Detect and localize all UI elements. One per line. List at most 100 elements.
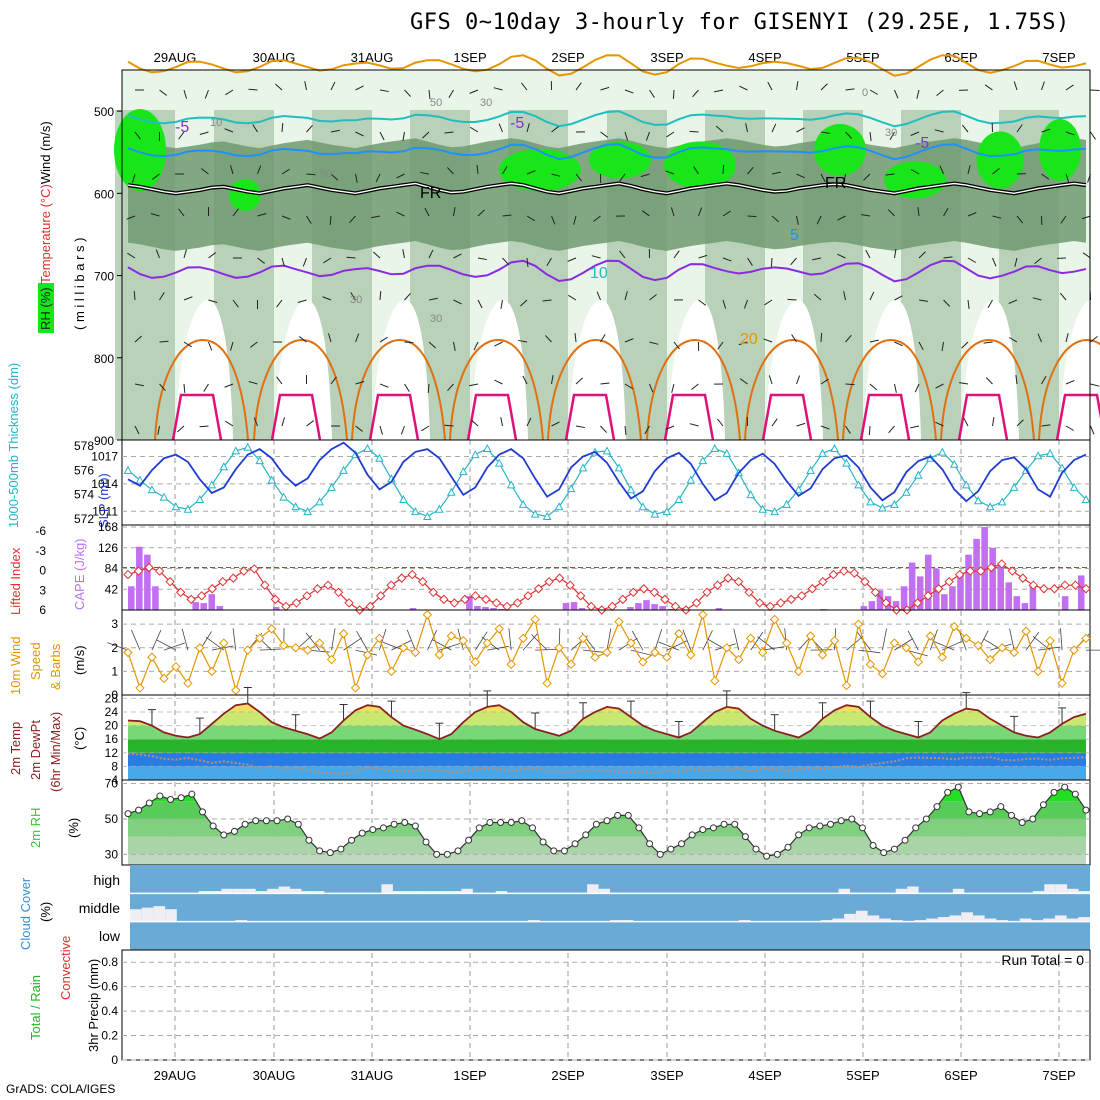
contour-label: 10 [590, 265, 608, 282]
middle-cloud-cell [937, 916, 950, 922]
date-label-top: 2SEP [551, 50, 584, 65]
rh-2m-point [880, 849, 888, 857]
wind-barb [502, 257, 510, 265]
wind-barb [943, 256, 953, 259]
lifted-index-point [481, 594, 491, 605]
thickness-point [973, 496, 983, 505]
wind-barb [551, 375, 554, 385]
wind-barb [619, 250, 626, 259]
wind-barb [644, 425, 650, 434]
temp-band [128, 766, 1086, 780]
rh-2m-point [1039, 801, 1047, 809]
lifted-index-point [302, 591, 312, 601]
rh-moist-patch [814, 124, 866, 176]
lifted-index-point [1060, 580, 1070, 590]
lifted-index-point [965, 566, 975, 576]
surface-wind-barb [232, 628, 237, 651]
lifted-index-point [1081, 584, 1091, 594]
wind-speed-point [398, 643, 409, 653]
lifted-index-point [870, 587, 881, 597]
high-cloud-cell [232, 888, 245, 894]
date-label-bottom: 29AUG [154, 1068, 197, 1083]
rh-2m-point [1018, 819, 1026, 826]
wind-barb [698, 254, 708, 259]
lifted-index-point [797, 591, 807, 601]
wind-barb [203, 383, 209, 392]
surface-wind-barb [211, 645, 234, 651]
surface-wind-barb [654, 629, 663, 651]
wind-barb [199, 425, 209, 428]
wind-barb [453, 341, 456, 351]
rh-2m-point [550, 847, 558, 855]
wind-barb [230, 341, 234, 351]
wind-barb [771, 418, 778, 427]
cloud-y-title: Cloud Cover [18, 877, 33, 950]
wind-barb [941, 341, 944, 351]
wind-barb [888, 425, 895, 434]
thickness-point [231, 446, 241, 455]
wind-barb [500, 299, 503, 309]
surface-wind-barb [929, 629, 938, 651]
wind-barb [939, 165, 944, 175]
wind-speed-point [506, 659, 516, 670]
isotherm-30-loop [646, 338, 741, 441]
cape-tick-label: 126 [98, 541, 118, 555]
high-cloud-cell [244, 888, 256, 894]
cape-tick-label: 42 [105, 582, 119, 596]
rh-2m-point [1007, 811, 1015, 819]
cape-bar [1077, 575, 1085, 610]
lifted-index-point [260, 580, 270, 590]
rh-2m-point [230, 827, 238, 835]
wind-speed-point [410, 647, 421, 658]
wind-speed-point [734, 654, 744, 665]
rh-2m-point [997, 803, 1005, 811]
wind-barb [666, 131, 675, 138]
wind-barb [477, 209, 485, 217]
wind-barb [276, 376, 283, 385]
wind-speed-point [841, 680, 852, 691]
thickness-point [1033, 451, 1043, 460]
wind-barb [843, 291, 846, 301]
rh-2m-point [305, 836, 313, 844]
surface-wind-barb [606, 628, 612, 651]
wind-barb [985, 377, 993, 385]
isotherm-hot-loop [957, 393, 1009, 441]
lifted-index-point [333, 587, 344, 597]
wind-speed-point [745, 633, 756, 644]
wind-barb [820, 425, 830, 430]
wind-barb [943, 207, 949, 217]
wind-speed [123, 610, 1091, 695]
wind-barb [624, 425, 627, 436]
wind-speed-point [626, 638, 636, 648]
wind-speed-point [159, 673, 169, 684]
date-label-bottom: 2SEP [551, 1068, 584, 1083]
thickness-point [890, 499, 899, 508]
rh-2m-point [1050, 788, 1058, 796]
rh-2m-point [965, 808, 973, 816]
middle-cloud-cell [926, 918, 938, 922]
wind-barb [134, 425, 140, 435]
lifted-index-point [428, 587, 439, 597]
wind-barb [1016, 215, 1024, 224]
wind-speed-point [781, 638, 792, 648]
lifted-index-point [976, 566, 986, 576]
temp-tick-label: 16 [105, 732, 119, 746]
dewpoint-line [127, 752, 1087, 775]
wind-barb [402, 249, 405, 259]
surface-wind-barb [907, 630, 919, 651]
cape-bar [924, 554, 932, 610]
cape-bar [965, 554, 972, 610]
cape-bar [715, 608, 723, 610]
wind-barb [624, 291, 628, 301]
lifted-index-point [765, 601, 775, 612]
wind-barb [248, 381, 258, 385]
cape-bar [643, 600, 650, 610]
rh-2m-point [805, 824, 813, 832]
precip-tick-label: 0.4 [101, 1004, 118, 1018]
cape-bar [1029, 586, 1037, 610]
thickness-point [578, 463, 588, 472]
high-cloud-cell [290, 888, 302, 894]
wind-barb [257, 165, 262, 175]
lifted-index-point [628, 587, 639, 597]
